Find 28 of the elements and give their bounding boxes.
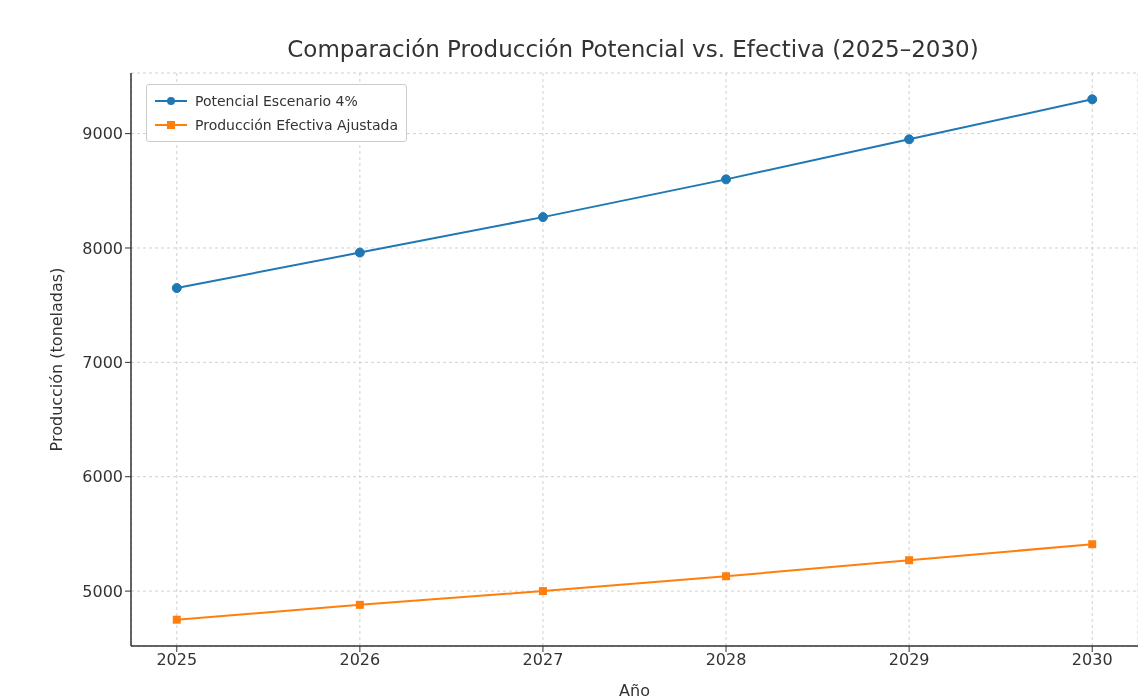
- point: [905, 556, 914, 565]
- y-axis-title: Producción (toneladas): [46, 267, 66, 452]
- x-tick-label: 2026: [339, 650, 381, 670]
- point: [722, 572, 731, 581]
- legend-label: Potencial Escenario 4%: [195, 92, 358, 111]
- y-tick-label: 9000: [82, 124, 123, 144]
- point: [172, 615, 181, 624]
- y-tick-label: 8000: [82, 238, 123, 258]
- point: [904, 134, 915, 145]
- legend-label: Producción Efectiva Ajustada: [195, 116, 399, 135]
- point: [1088, 540, 1097, 549]
- point: [537, 212, 548, 223]
- point: [538, 587, 547, 596]
- y-tick-label: 5000: [82, 581, 123, 601]
- x-axis-title: Año: [619, 681, 650, 698]
- chart-title: Comparación Producción Potencial vs. Efectiva (2025–2030): [286, 36, 980, 62]
- x-tick-label: 2027: [522, 650, 564, 670]
- y-tick-label: 7000: [82, 353, 123, 373]
- point: [1087, 94, 1098, 105]
- y-tick-label: 6000: [82, 467, 123, 487]
- point: [354, 247, 365, 258]
- x-tick-label: 2030: [1071, 650, 1113, 670]
- x-tick-label: 2028: [705, 650, 747, 670]
- point: [171, 283, 182, 294]
- x-tick-label: 2029: [888, 650, 930, 670]
- point: [721, 174, 732, 185]
- x-tick-label: 2025: [156, 650, 198, 670]
- point: [355, 600, 364, 609]
